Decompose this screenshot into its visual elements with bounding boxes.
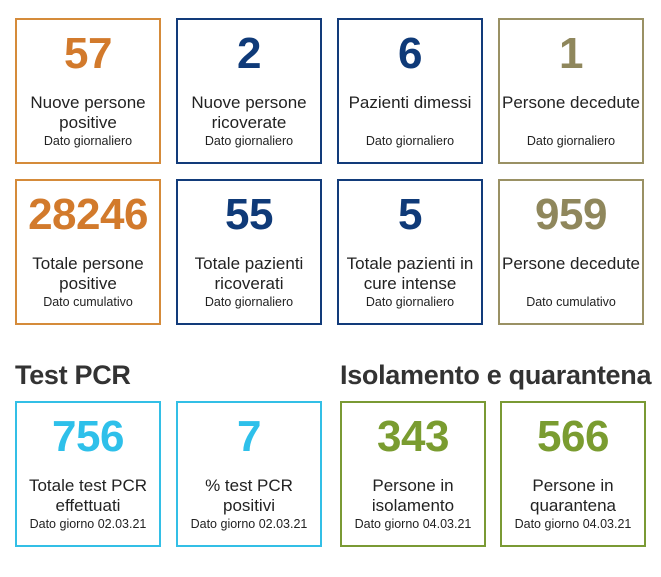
card-intensive-care: 5 Totale pazienti in cure intense Dato g… bbox=[337, 179, 483, 325]
section-title-isolation: Isolamento e quarantena bbox=[340, 360, 652, 390]
stat-label: Persone decedute bbox=[502, 93, 640, 112]
stat-label: Totale pazienti ricoverati bbox=[194, 254, 304, 293]
stat-subtitle: Dato giorno 02.03.21 bbox=[190, 517, 308, 531]
card-isolation: 343 Persone in isolamento Dato giorno 04… bbox=[340, 401, 486, 547]
stat-label: Pazienti dimessi bbox=[348, 93, 472, 112]
card-total-positives: 28246 Totale persone positive Dato cumul… bbox=[15, 179, 161, 325]
stat-label: Totale persone positive bbox=[32, 254, 144, 293]
stat-value: 566 bbox=[537, 412, 609, 461]
stat-label: Nuove persone positive bbox=[30, 93, 146, 132]
stat-subtitle: Dato giornaliero bbox=[43, 134, 133, 148]
stat-value: 2 bbox=[237, 29, 261, 78]
stat-value: 5 bbox=[398, 190, 422, 239]
card-quarantine: 566 Persone in quarantena Dato giorno 04… bbox=[500, 401, 646, 547]
card-deaths-daily: 1 Persone decedute Dato giornaliero bbox=[498, 18, 644, 164]
stat-subtitle: Dato giornaliero bbox=[204, 134, 294, 148]
stat-value: 57 bbox=[64, 29, 112, 78]
card-total-pcr-tests: 756 Totale test PCR effettuati Dato gior… bbox=[15, 401, 161, 547]
stat-label: Nuove persone ricoverate bbox=[191, 93, 307, 132]
stat-value: 1 bbox=[559, 29, 583, 78]
stat-subtitle: Dato cumulativo bbox=[526, 295, 616, 309]
stat-value: 959 bbox=[535, 190, 607, 239]
stat-value: 343 bbox=[377, 412, 449, 461]
card-new-hospitalized: 2 Nuove persone ricoverate Dato giornali… bbox=[176, 18, 322, 164]
stat-value: 756 bbox=[52, 412, 124, 461]
stat-label: Persone in quarantena bbox=[529, 476, 617, 515]
stat-label: Totale pazienti in cure intense bbox=[346, 254, 474, 293]
stat-subtitle: Dato giorno 04.03.21 bbox=[514, 517, 632, 531]
stat-value: 28246 bbox=[28, 190, 148, 239]
stat-subtitle: Dato giornaliero bbox=[365, 134, 455, 148]
stat-label: % test PCR positivi bbox=[205, 476, 293, 515]
stat-subtitle: Dato giorno 04.03.21 bbox=[354, 517, 472, 531]
stat-value: 6 bbox=[398, 29, 422, 78]
stat-subtitle: Dato giornaliero bbox=[365, 295, 455, 309]
card-discharged: 6 Pazienti dimessi Dato giornaliero bbox=[337, 18, 483, 164]
section-title-test-pcr: Test PCR bbox=[15, 360, 131, 390]
stat-subtitle: Dato giornaliero bbox=[526, 134, 616, 148]
stat-subtitle: Dato giornaliero bbox=[204, 295, 294, 309]
stat-label: Persone in isolamento bbox=[371, 476, 455, 515]
card-new-positives: 57 Nuove persone positive Dato giornalie… bbox=[15, 18, 161, 164]
card-deaths-cumulative: 959 Persone decedute Dato cumulativo bbox=[498, 179, 644, 325]
stat-label: Persone decedute bbox=[502, 254, 640, 273]
card-pcr-positive-percent: 7 % test PCR positivi Dato giorno 02.03.… bbox=[176, 401, 322, 547]
stat-subtitle: Dato giorno 02.03.21 bbox=[29, 517, 147, 531]
stat-label: Totale test PCR effettuati bbox=[28, 476, 148, 515]
stat-value: 55 bbox=[225, 190, 273, 239]
card-total-hospitalized: 55 Totale pazienti ricoverati Dato giorn… bbox=[176, 179, 322, 325]
stat-subtitle: Dato cumulativo bbox=[43, 295, 133, 309]
stat-value: 7 bbox=[237, 412, 261, 461]
